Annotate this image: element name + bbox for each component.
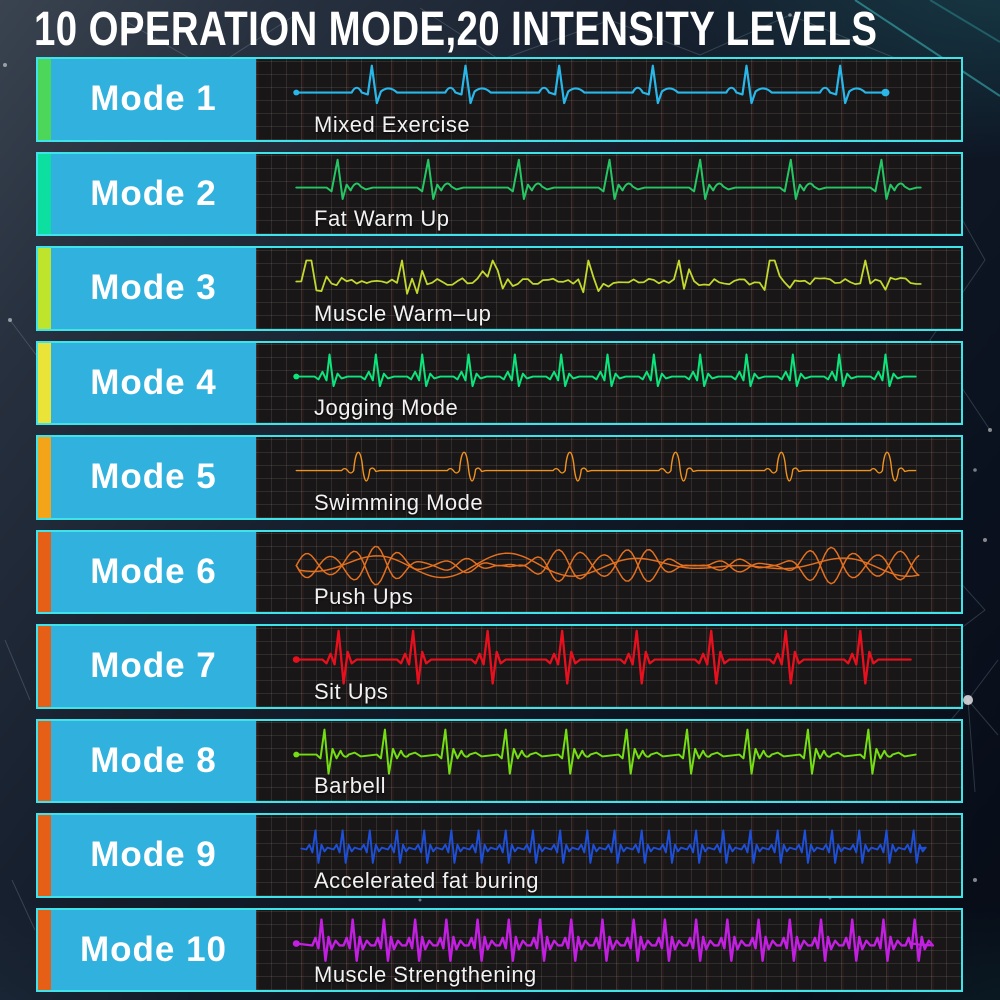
mode-accent-bar: [38, 437, 51, 518]
mode-label: Mode 8: [90, 740, 217, 780]
mode-label-box: Mode 5: [51, 437, 256, 518]
mode-accent-bar: [38, 342, 51, 423]
mode-row: Mode 1 Mixed Exercise: [36, 57, 963, 142]
mode-label: Mode 5: [90, 457, 217, 497]
waveform-panel: Muscle Warm–up: [256, 248, 961, 329]
mode-name-label: Push Ups: [314, 584, 414, 609]
mode-label: Mode 6: [90, 551, 217, 591]
waveform-panel: Accelerated fat buring: [256, 815, 961, 896]
mode-name-label: Mixed Exercise: [314, 111, 471, 137]
mode-label: Mode 4: [90, 362, 217, 402]
mode-label-box: Mode 6: [51, 531, 256, 612]
mode-label: Mode 10: [79, 929, 228, 969]
waveform-ecg-frequent: [293, 353, 917, 387]
mode-name-label: Swimming Mode: [314, 489, 484, 515]
mode-accent-bar: [38, 248, 51, 329]
mode-row: Mode 5 Swimming Mode: [36, 435, 963, 520]
mode-label-box: Mode 7: [51, 626, 256, 707]
mode-label-box: Mode 3: [51, 248, 256, 329]
mode-name-label: Accelerated fat buring: [314, 867, 540, 893]
waveform-panel: Push Ups: [256, 531, 961, 612]
waveform-spikes-strong: [292, 629, 912, 685]
mode-label: Mode 7: [90, 646, 217, 686]
mode-name-label: Muscle Strengthening: [314, 962, 537, 987]
waveform-panel: Jogging Mode: [256, 342, 961, 423]
mode-row: Mode 9 Accelerated fat buring: [36, 813, 963, 898]
waveform-panel: Swimming Mode: [256, 437, 961, 518]
mode-row: Mode 6 Push Ups: [36, 529, 963, 614]
page-title: 10 OPERATION MODE,20 INTENSITY LEVELS: [34, 3, 878, 56]
waveform-envelope: [295, 545, 920, 585]
mode-row: Mode 3 Muscle Warm–up: [36, 246, 963, 331]
mode-row: Mode 4 Jogging Mode: [36, 340, 963, 425]
mode-label-box: Mode 4: [51, 342, 256, 423]
mode-label-box: Mode 9: [51, 815, 256, 896]
waveform-panel: Sit Ups: [256, 626, 961, 707]
waveform-panel: Muscle Strengthening: [256, 909, 961, 990]
waveform-spikes-verydense: [292, 917, 935, 962]
mode-name-label: Fat Warm Up: [314, 206, 450, 231]
waveform-ecg-beat: [295, 158, 922, 200]
waveform-panel: Fat Warm Up: [256, 153, 961, 234]
mode-accent-bar: [38, 153, 51, 234]
mode-label-box: Mode 10: [51, 909, 256, 990]
mode-label-box: Mode 8: [51, 720, 256, 801]
waveform-panel: Barbell: [256, 720, 961, 801]
mode-accent-bar: [38, 815, 51, 896]
mode-name-label: Jogging Mode: [314, 395, 459, 420]
mode-row: Mode 2 Fat Warm Up: [36, 151, 963, 236]
mode-row: Mode 8 Barbell: [36, 718, 963, 803]
mode-accent-bar: [38, 626, 51, 707]
mode-label-box: Mode 1: [51, 59, 256, 140]
mode-accent-bar: [38, 531, 51, 612]
waveform-burst: [295, 451, 917, 482]
mode-label: Mode 3: [90, 268, 217, 308]
waveform-ecg-classic: [293, 64, 890, 105]
mode-row: Mode 10 Muscle Strengthening: [36, 907, 963, 992]
waveform-ecg-noisy: [295, 259, 922, 295]
mode-label: Mode 1: [90, 79, 217, 119]
mode-accent-bar: [38, 59, 51, 140]
waveform-spikes-dense: [300, 829, 927, 864]
mode-list: Mode 1 Mixed Exercise Mode 2 Fat Warm Up…: [36, 57, 963, 992]
mode-label: Mode 2: [90, 173, 217, 213]
mode-label-box: Mode 2: [51, 153, 256, 234]
mode-label: Mode 9: [90, 835, 217, 875]
waveform-panel: Mixed Exercise: [256, 59, 961, 140]
mode-name-label: Sit Ups: [314, 678, 389, 704]
mode-accent-bar: [38, 909, 51, 990]
mode-accent-bar: [38, 720, 51, 801]
mode-row: Mode 7 Sit Ups: [36, 624, 963, 709]
mode-name-label: Muscle Warm–up: [314, 300, 492, 326]
mode-name-label: Barbell: [314, 773, 386, 798]
waveform-spikes-strong2: [293, 728, 917, 775]
